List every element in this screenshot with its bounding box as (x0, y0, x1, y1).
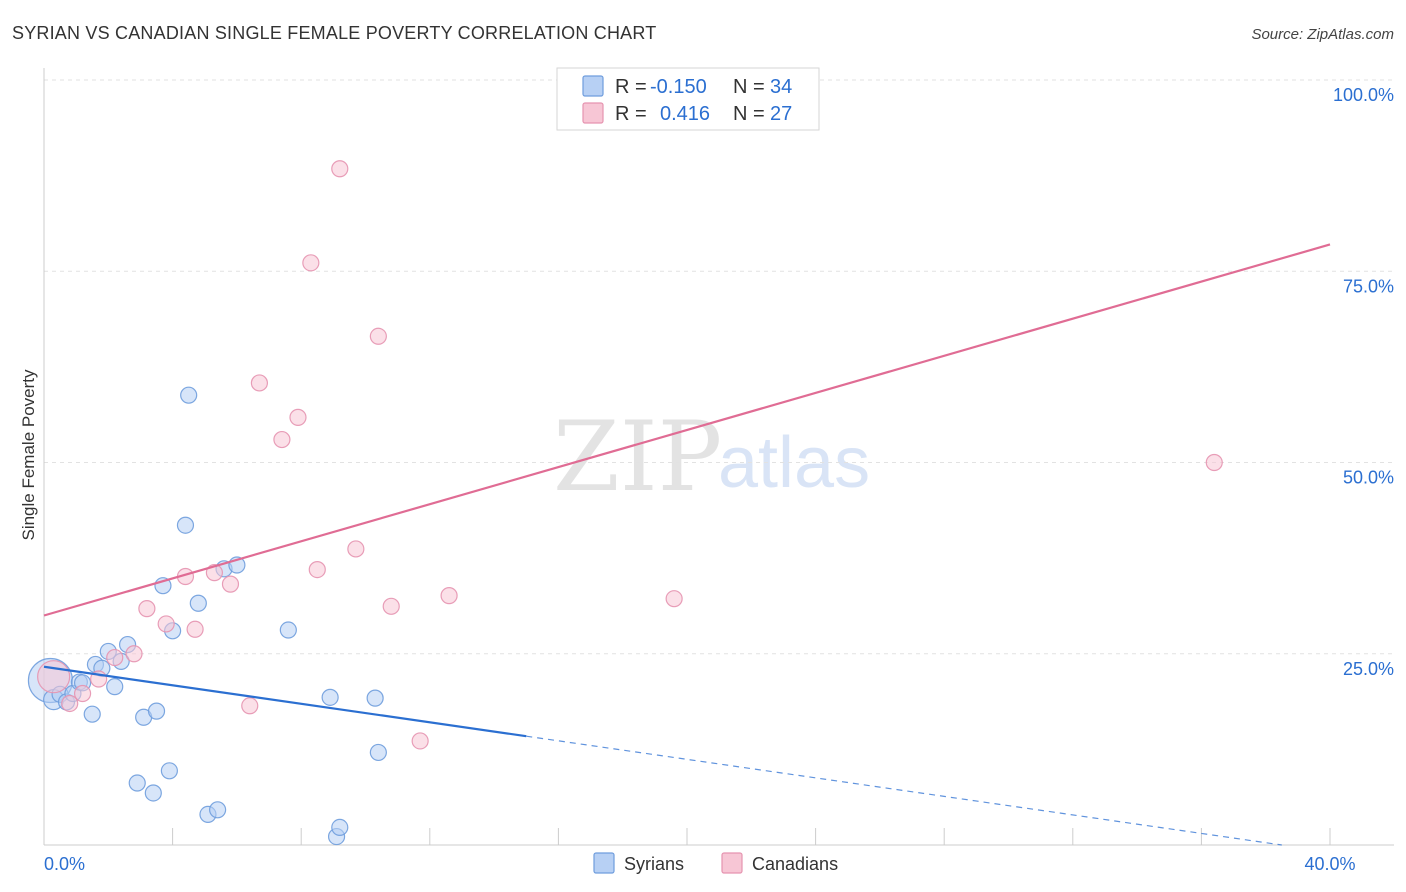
legend-swatch-canadians (582, 102, 604, 124)
legend-n-label-syrians: N = (733, 76, 765, 98)
trend-lines (43, 243, 1331, 846)
point-syrians-31 (331, 818, 349, 837)
legend-bottom: Syrians Canadians (593, 852, 838, 874)
bottom-legend-label-syrians: Syrians (624, 854, 684, 874)
point-syrians-7 (83, 705, 101, 723)
trendline-syrians-extension (526, 735, 1282, 846)
grid-lines (44, 79, 1394, 655)
y-tick-label-2: 75.0% (1343, 276, 1394, 296)
point-canadians-0 (37, 660, 71, 694)
bottom-legend-swatch-canadians (721, 852, 743, 874)
point-canadians-22 (411, 732, 429, 750)
point-syrians-32 (369, 743, 387, 762)
y-axis-label: Single Female Poverty (19, 369, 38, 541)
legend-n-value-canadians: 27 (770, 103, 792, 125)
point-canadians-26 (1205, 453, 1223, 472)
bottom-legend-label-canadians: Canadians (752, 854, 838, 874)
point-syrians-14 (128, 774, 146, 792)
legend-n-label-canadians: N = (733, 103, 765, 125)
point-syrians-29 (321, 688, 339, 706)
point-canadians-17 (308, 560, 326, 579)
point-canadians-15 (289, 408, 307, 426)
point-syrians-16 (144, 784, 162, 802)
point-canadians-18 (331, 160, 349, 178)
chart-title: SYRIAN VS CANADIAN SINGLE FEMALE POVERTY… (12, 23, 656, 43)
point-syrians-17 (147, 702, 166, 720)
point-syrians-25 (209, 801, 227, 819)
point-canadians-20 (369, 327, 387, 345)
chart-source: Source: ZipAtlas.com (1251, 26, 1394, 43)
point-canadians-1 (61, 694, 79, 713)
x-tick-label-1: 40.0% (1304, 854, 1355, 874)
point-canadians-24 (665, 590, 683, 608)
legend-swatch-syrians (582, 75, 604, 97)
legend-r-label-syrians: R = (615, 76, 647, 98)
x-tick-label-0: 0.0% (44, 854, 85, 874)
point-syrians-23 (189, 594, 207, 612)
point-syrians-19 (160, 762, 178, 780)
legend-r-label-canadians: R = (615, 103, 647, 125)
point-syrians-28 (279, 621, 297, 639)
series-syrians-points (27, 386, 387, 846)
point-syrians-22 (180, 386, 198, 404)
point-syrians-33 (366, 689, 384, 707)
point-canadians-19 (347, 540, 365, 558)
point-canadians-23 (440, 587, 458, 605)
point-canadians-9 (186, 620, 204, 638)
legend-r-value-syrians: -0.150 (650, 76, 707, 98)
point-canadians-5 (125, 645, 143, 663)
trendline-canadians (43, 243, 1331, 617)
bottom-legend-swatch-syrians (593, 852, 615, 874)
axes (43, 68, 1394, 846)
point-syrians-21 (176, 516, 195, 534)
trendline-syrians (43, 665, 527, 738)
y-tick-label-3: 100.0% (1333, 85, 1394, 105)
point-canadians-4 (106, 648, 124, 667)
legend-n-value-syrians: 34 (770, 76, 792, 98)
watermark-zip: ZIP (553, 401, 722, 513)
point-canadians-11 (221, 575, 240, 593)
y-tick-label-1: 50.0% (1343, 468, 1394, 488)
point-syrians-11 (106, 678, 124, 696)
point-canadians-2 (73, 684, 92, 703)
point-canadians-6 (138, 600, 156, 618)
legend-r-value-canadians: 0.416 (660, 103, 710, 125)
point-canadians-14 (273, 430, 291, 449)
axis-ticks: 25.0% 50.0% 75.0% 100.0% 0.0% 40.0% (43, 85, 1394, 874)
point-canadians-10 (205, 564, 223, 582)
y-tick-label-0: 25.0% (1343, 659, 1394, 679)
point-canadians-12 (241, 697, 259, 715)
point-canadians-7 (157, 615, 175, 633)
point-canadians-13 (250, 374, 269, 392)
point-canadians-21 (382, 597, 400, 615)
legend-stats: R = -0.150 N = 34 R = 0.416 N = 27 (556, 67, 820, 131)
point-canadians-16 (302, 254, 320, 272)
